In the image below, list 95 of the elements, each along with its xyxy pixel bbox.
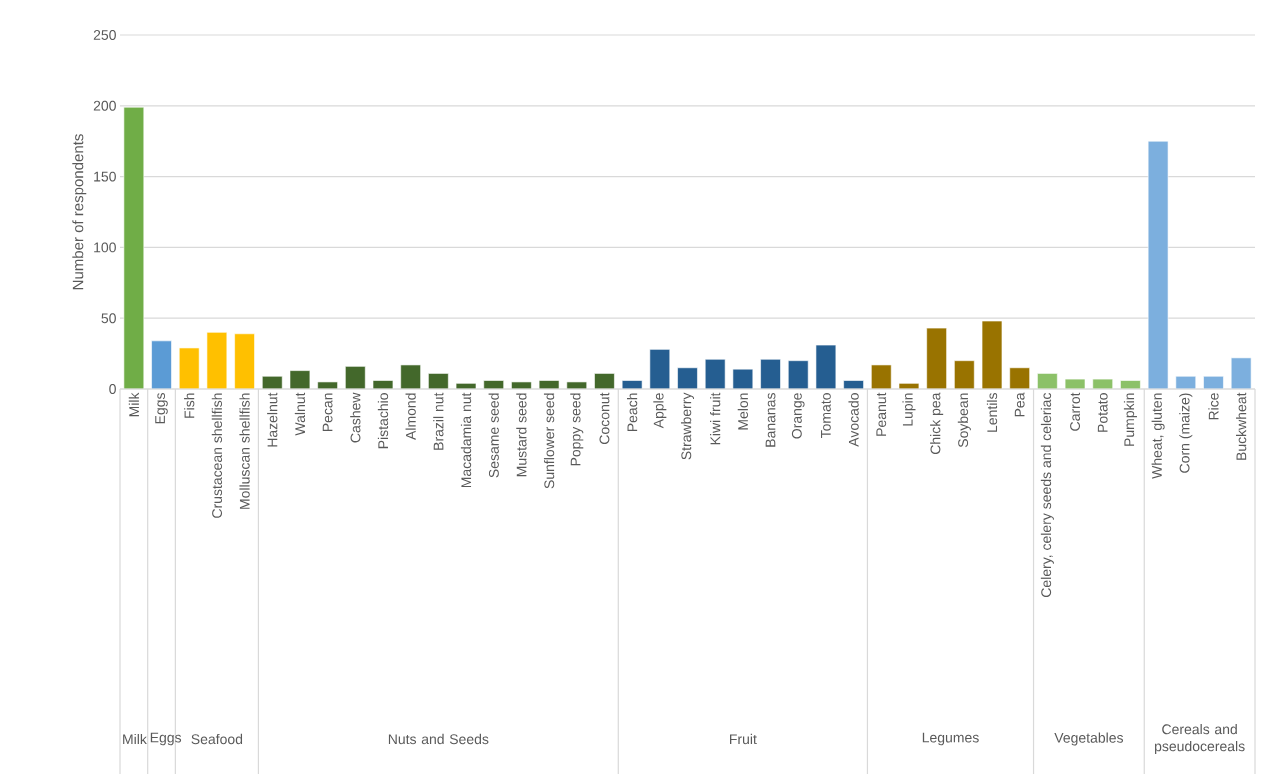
bar bbox=[206, 332, 228, 390]
bar bbox=[538, 380, 560, 390]
text: Legumes bbox=[922, 732, 979, 746]
x-tick-label: Molluscan shellfish bbox=[239, 393, 250, 509]
x-tick-label: Macadamia nut bbox=[460, 392, 472, 488]
x-tick-label: Buckwheat bbox=[1236, 392, 1247, 460]
x-tick-label: Peanut bbox=[876, 392, 887, 436]
y-tick-label: 200 bbox=[93, 100, 116, 111]
x-tick-label: Pecan bbox=[322, 393, 333, 432]
x-tick-label: Walnut bbox=[294, 392, 306, 436]
text: Vegetables bbox=[1054, 732, 1124, 746]
x-tick-label: Carrot bbox=[1070, 392, 1081, 431]
y-tick-label: 250 bbox=[93, 30, 116, 40]
x-tick-label: Pea bbox=[1014, 392, 1025, 417]
x-tick-label: Almond bbox=[405, 393, 416, 440]
bar bbox=[345, 366, 366, 390]
x-tick-label: Milk bbox=[128, 392, 139, 417]
x-tick-label: Wheat, gluten bbox=[1151, 393, 1165, 479]
x-tick-label: Tomato bbox=[821, 393, 831, 439]
bar bbox=[151, 340, 172, 390]
x-tick-label: Avocado bbox=[848, 393, 859, 447]
text: Milk bbox=[123, 733, 147, 745]
x-tick-label: Crustacean shellfish bbox=[211, 393, 223, 518]
bar bbox=[511, 381, 532, 390]
x-tick-label: Eggs bbox=[155, 393, 168, 424]
x-tick-label: Coconut bbox=[599, 392, 610, 444]
bar bbox=[372, 380, 394, 390]
bar bbox=[1203, 375, 1224, 390]
bar bbox=[428, 373, 449, 390]
text: Cereals and pseudocereals bbox=[1155, 723, 1245, 755]
x-tick-label: Lupin bbox=[902, 393, 916, 426]
text: Seafood bbox=[191, 733, 243, 745]
bar bbox=[178, 347, 200, 390]
bar bbox=[704, 358, 726, 390]
bar bbox=[261, 375, 283, 390]
text: Eggs bbox=[150, 732, 182, 746]
bar bbox=[621, 380, 643, 390]
bar bbox=[123, 106, 145, 390]
y-tick-label: 150 bbox=[94, 171, 116, 182]
x-tick-label: Hazelnut bbox=[267, 392, 278, 447]
bar bbox=[1037, 373, 1058, 390]
bar bbox=[732, 368, 754, 390]
x-tick-label: Celery, celery seeds and celeriac bbox=[1040, 392, 1054, 597]
bar bbox=[594, 373, 615, 390]
x-tick-label: Orange bbox=[791, 393, 805, 439]
x-tick-label: Potato bbox=[1097, 393, 1108, 432]
bar bbox=[317, 381, 338, 390]
bar bbox=[566, 381, 588, 390]
bar bbox=[677, 367, 698, 390]
x-tick-label: Apple bbox=[653, 393, 667, 429]
x-tick-label: Kiwi fruit bbox=[710, 392, 721, 445]
x-tick-label: Mustard seed bbox=[516, 393, 527, 477]
bar bbox=[649, 349, 671, 390]
bar bbox=[787, 360, 809, 390]
x-tick-label: Pumpkin bbox=[1123, 393, 1137, 446]
bar bbox=[1120, 380, 1141, 390]
y-tick-label: 50 bbox=[101, 313, 116, 324]
x-tick-label: Soybean bbox=[957, 393, 971, 448]
bar bbox=[871, 364, 892, 390]
bar bbox=[289, 370, 311, 390]
bar bbox=[483, 380, 504, 390]
text: Nuts and Seeds bbox=[388, 733, 489, 745]
x-tick-label: Poppy seed bbox=[570, 393, 584, 466]
x-tick-label: Peach bbox=[627, 393, 638, 432]
bar bbox=[1175, 375, 1197, 390]
x-tick-label: Fish bbox=[184, 393, 195, 418]
x-tick-label: Strawberry bbox=[680, 392, 695, 460]
bar bbox=[843, 380, 864, 390]
bar bbox=[981, 320, 1003, 390]
x-tick-label: Cashew bbox=[350, 392, 361, 443]
x-tick-label: Melon bbox=[737, 393, 749, 430]
bar bbox=[400, 364, 421, 390]
x-tick-label: Chick pea bbox=[930, 392, 944, 455]
bar bbox=[1092, 378, 1114, 390]
y-tick-label: 0 bbox=[109, 384, 116, 394]
x-tick-label: Pistachio bbox=[377, 393, 389, 449]
bar bbox=[234, 333, 255, 390]
x-tick-label: Sunflower seed bbox=[543, 393, 555, 489]
x-tick-label: Rice bbox=[1208, 393, 1219, 420]
bar bbox=[1009, 367, 1030, 390]
x-tick-label: Sesame seed bbox=[488, 393, 499, 478]
bar bbox=[1064, 378, 1086, 390]
y-tick-label: 100 bbox=[94, 242, 116, 253]
x-tick-label: Corn (maize) bbox=[1179, 393, 1193, 473]
x-tick-label: Lentils bbox=[986, 393, 998, 432]
x-tick-label: Brazil nut bbox=[433, 392, 444, 450]
bar bbox=[926, 327, 947, 390]
x-tick-label: Bananas bbox=[765, 393, 776, 447]
bar bbox=[1147, 140, 1169, 390]
bar bbox=[760, 358, 781, 390]
bar bbox=[954, 360, 975, 390]
y-axis-title: Number of respondents bbox=[72, 134, 87, 290]
bar bbox=[815, 344, 837, 390]
bar bbox=[1230, 357, 1252, 390]
text: Fruit bbox=[730, 733, 757, 745]
